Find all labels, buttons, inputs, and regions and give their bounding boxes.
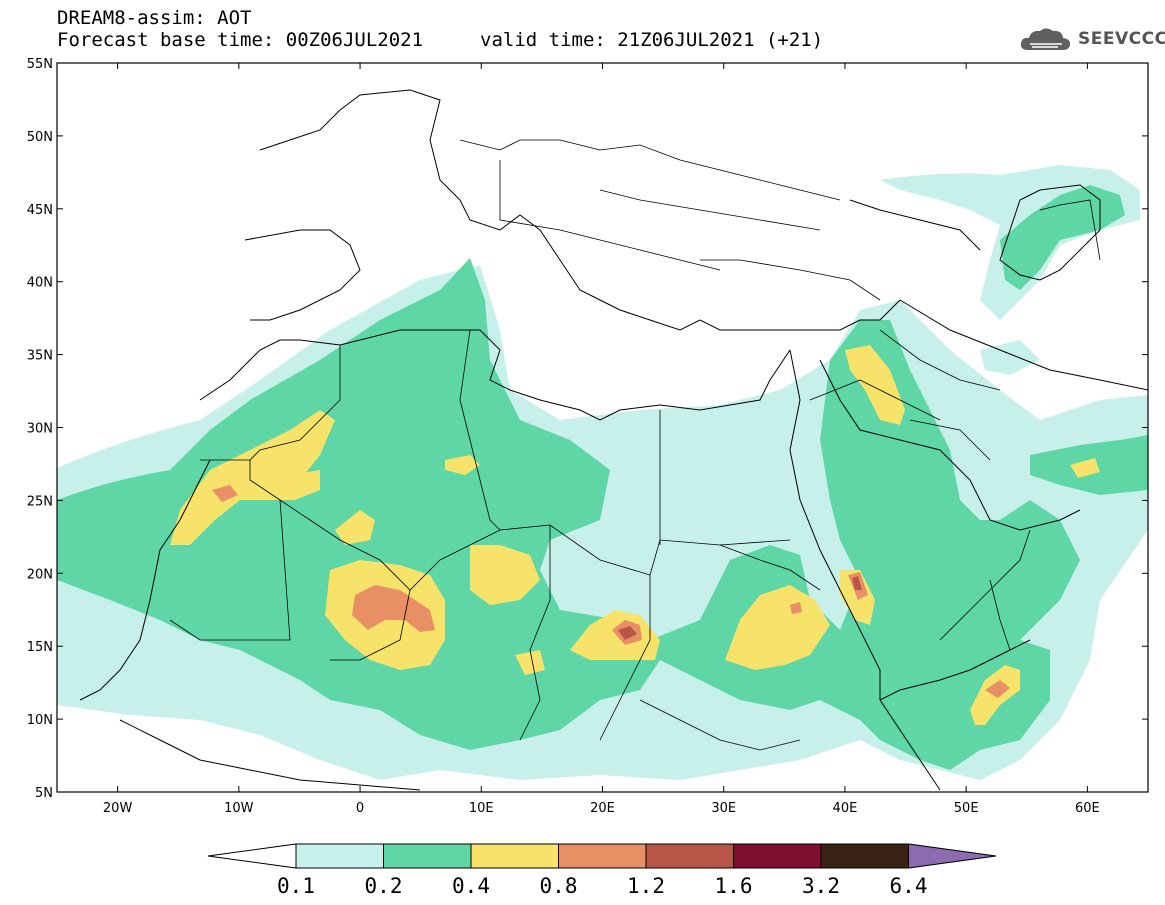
longitude-axis: 20W 10W 0 10E 20E 30E 40E 50E 60E — [103, 63, 1100, 816]
aot-field-0.4 — [170, 345, 1100, 725]
colorbar-label: 3.2 — [802, 874, 840, 898]
aot-field-1.2 — [618, 576, 862, 640]
lon-label: 50E — [954, 801, 979, 816]
lon-label: 10E — [469, 801, 494, 816]
colorbar-label: 1.6 — [715, 874, 753, 898]
lon-label: 20E — [590, 801, 615, 816]
lon-label: 0 — [356, 801, 364, 816]
colorbar-swatch — [470, 843, 559, 869]
map-title: DREAM8-assim: AOT — [57, 7, 252, 29]
lat-label: 5N — [35, 786, 53, 801]
colorbar-label: 6.4 — [890, 874, 928, 898]
colorbar-swatch — [733, 843, 822, 869]
colorbar-swatch — [820, 843, 909, 869]
borders — [169, 139, 1101, 751]
latitude-axis: 55N 50N 45N 40N 35N 30N 25N 20N 15N 10N 5N — [27, 57, 1148, 801]
colorbar-over-arrow — [908, 843, 997, 869]
colorbar-swatch — [295, 843, 384, 869]
aot-field-0.8 — [212, 485, 1010, 698]
colorbar-swatch — [645, 843, 734, 869]
colorbar-label: 0.8 — [540, 874, 578, 898]
aot-field-0.2 — [57, 185, 1148, 770]
lon-label: 60E — [1075, 801, 1100, 816]
lon-label: 30E — [711, 801, 736, 816]
lat-label: 10N — [27, 713, 53, 728]
colorbar-under-arrow — [207, 843, 297, 869]
lon-label: 40E — [833, 801, 858, 816]
lat-label: 40N — [27, 276, 53, 291]
cloud-icon — [1020, 28, 1071, 50]
lat-label: 50N — [27, 130, 53, 145]
seevccc-logo: SEEVCCC — [1018, 24, 1165, 54]
colorbar-swatch — [383, 843, 472, 869]
valid-time: valid time: 21Z06JUL2021 (+21) — [480, 29, 824, 51]
lat-label: 15N — [27, 640, 53, 655]
colorbar-label: 0.2 — [365, 874, 403, 898]
lat-label: 35N — [27, 349, 53, 364]
lat-label: 30N — [27, 422, 53, 437]
coastlines — [79, 89, 1148, 791]
lon-label: 20W — [103, 801, 133, 816]
lat-label: 20N — [27, 567, 53, 582]
logo-text: SEEVCCC — [1078, 29, 1165, 49]
forecast-base-time: Forecast base time: 00Z06JUL2021 — [57, 29, 424, 51]
lat-label: 25N — [27, 494, 53, 509]
lat-label: 55N — [27, 57, 53, 72]
lat-label: 45N — [27, 203, 53, 218]
lon-label: 10W — [224, 801, 254, 816]
colorbar-swatch — [558, 843, 647, 869]
colorbar-label: 0.4 — [452, 874, 490, 898]
colorbar-label: 0.1 — [277, 874, 315, 898]
colorbar-label: 1.2 — [627, 874, 665, 898]
